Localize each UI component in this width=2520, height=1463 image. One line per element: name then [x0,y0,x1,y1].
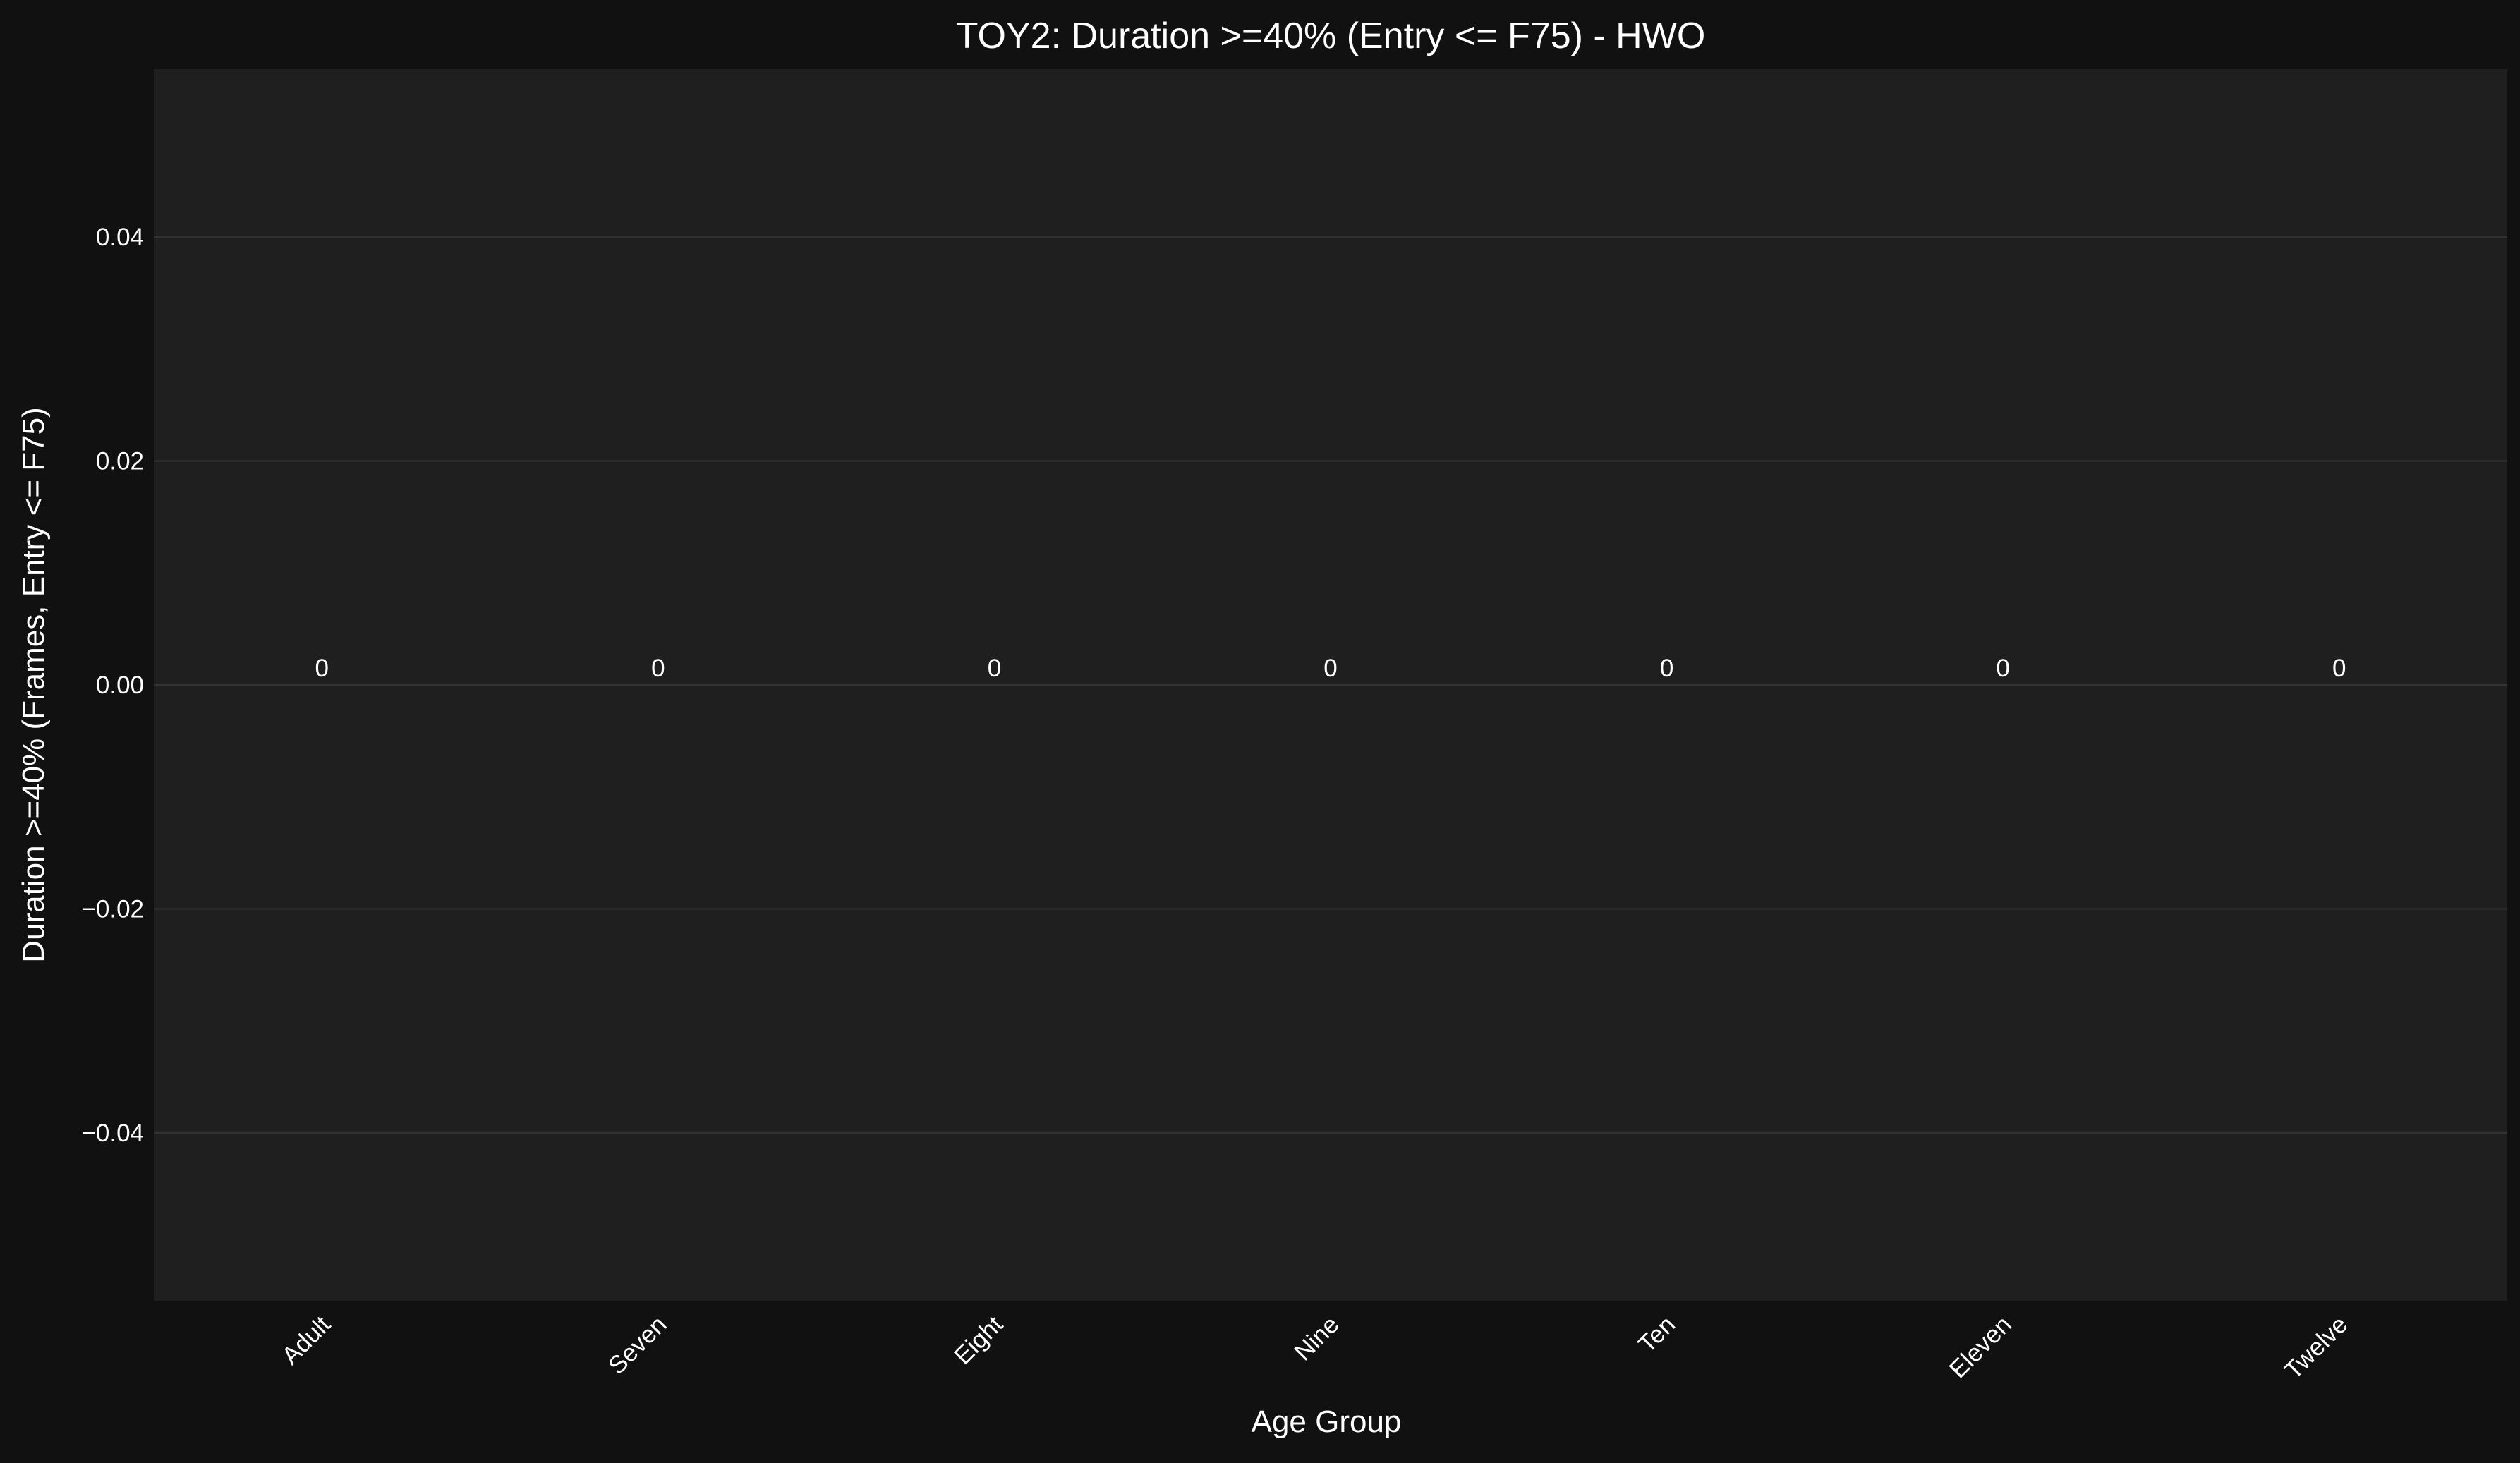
y-axis-label: Duration >=40% (Frames, Entry <= F75) [16,407,51,962]
y-tick-label: −0.02 [81,895,144,923]
y-tick-label: 0.04 [96,224,144,251]
bar-value-label: 0 [1996,655,2009,682]
x-axis-label: Age Group [1252,1404,1402,1439]
data-labels: 0 0 0 0 0 0 0 [315,655,2346,682]
bar-value-label: 0 [651,655,665,682]
y-axis-ticks: −0.04 −0.02 0.00 0.02 0.04 [81,224,144,1147]
chart-title: TOY2: Duration >=40% (Entry <= F75) - HW… [956,16,1706,56]
bar-value-label: 0 [315,655,329,682]
bar-value-label: 0 [1660,655,1673,682]
bar-value-label: 0 [2332,655,2346,682]
y-tick-label: −0.04 [81,1119,144,1147]
bar-value-label: 0 [988,655,1001,682]
y-tick-label: 0.02 [96,448,144,475]
bar-value-label: 0 [1323,655,1337,682]
y-tick-label: 0.00 [96,672,144,699]
grid-lines [154,236,2507,1134]
